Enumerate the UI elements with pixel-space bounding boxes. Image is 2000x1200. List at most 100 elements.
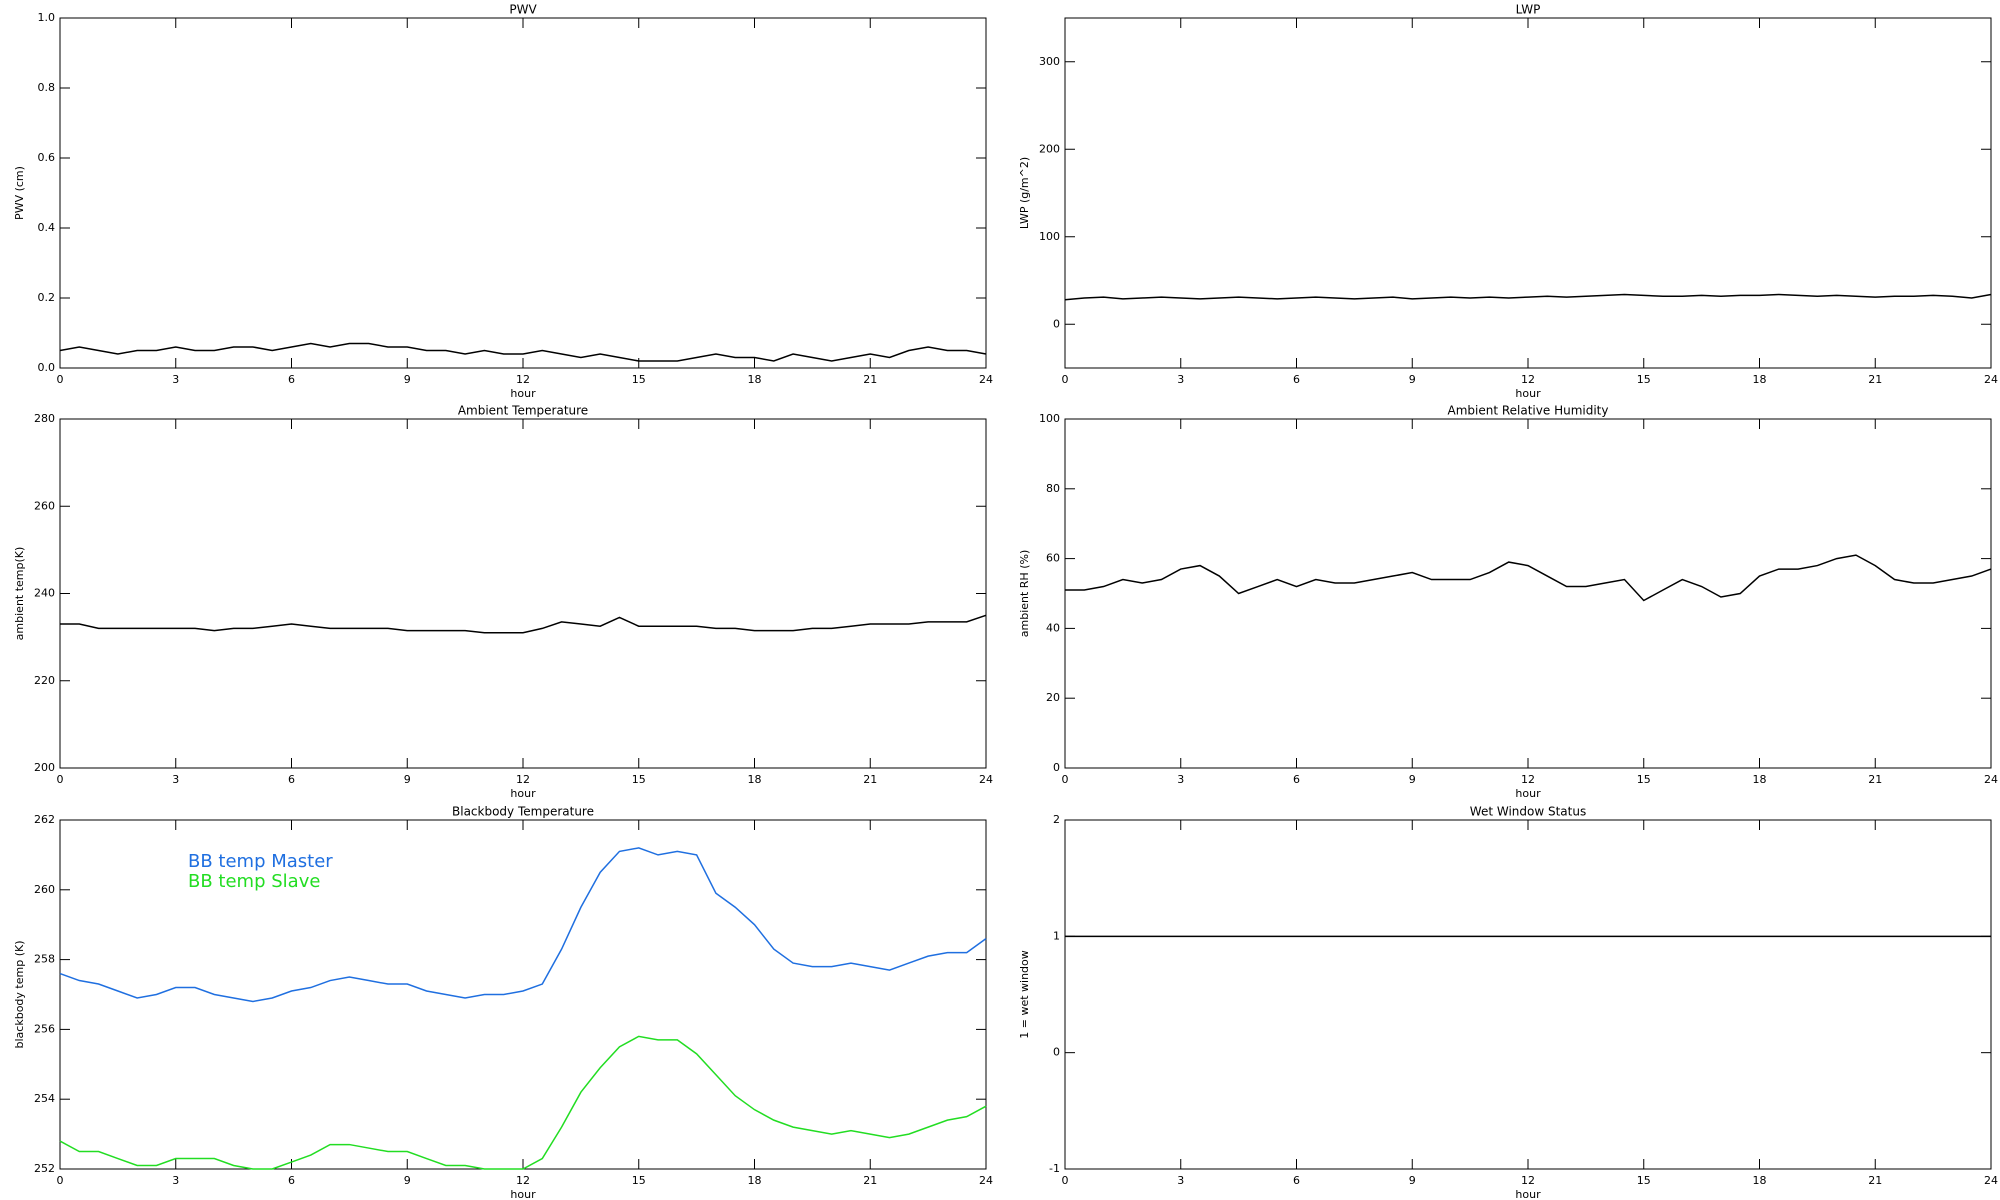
y-tick-label: 60 [1046, 552, 1060, 565]
y-tick-label: 0 [1053, 1046, 1060, 1059]
x-tick-label: 12 [516, 773, 530, 786]
x-tick-label: 6 [288, 1174, 295, 1187]
chart-title: Blackbody Temperature [452, 805, 594, 819]
y-tick-label: 2 [1053, 813, 1060, 826]
y-tick-label: 0.8 [38, 81, 56, 94]
y-tick-label: 0 [1053, 317, 1060, 330]
chart-title: LWP [1516, 3, 1541, 17]
x-tick-label: 6 [1293, 373, 1300, 386]
x-tick-label: 9 [404, 773, 411, 786]
y-tick-label: 200 [34, 761, 55, 774]
y-tick-label: 260 [34, 883, 55, 896]
x-tick-label: 24 [979, 1174, 993, 1187]
x-tick-label: 3 [1177, 1174, 1184, 1187]
x-tick-label: 6 [1293, 773, 1300, 786]
y-axis-label: ambient temp(K) [13, 547, 26, 641]
y-tick-label: 1 [1053, 929, 1060, 942]
x-tick-label: 24 [979, 773, 993, 786]
x-tick-label: 21 [863, 1174, 877, 1187]
x-tick-label: 9 [1409, 1174, 1416, 1187]
y-tick-label: 220 [34, 674, 55, 687]
y-tick-label: 1.0 [38, 11, 56, 24]
y-tick-label: -1 [1049, 1162, 1060, 1175]
x-tick-label: 18 [1753, 373, 1767, 386]
y-tick-label: 100 [1039, 230, 1060, 243]
y-axis-label: 1 = wet window [1018, 950, 1031, 1039]
x-tick-label: 18 [748, 1174, 762, 1187]
x-tick-label: 12 [1521, 1174, 1535, 1187]
x-tick-label: 3 [1177, 773, 1184, 786]
chart-title: Wet Window Status [1470, 805, 1586, 819]
x-axis-label: hour [510, 787, 536, 800]
x-tick-label: 12 [516, 1174, 530, 1187]
plot-frame [59, 17, 987, 369]
x-tick-label: 18 [1753, 773, 1767, 786]
x-tick-label: 24 [1984, 373, 1998, 386]
data-line [1064, 293, 1992, 301]
x-tick-label: 0 [1062, 1174, 1069, 1187]
x-tick-label: 9 [1409, 773, 1416, 786]
y-axis-label: ambient RH (%) [1018, 550, 1031, 638]
data-line [1065, 554, 1992, 602]
x-tick-label: 21 [863, 373, 877, 386]
chart-title: Ambient Relative Humidity [1448, 404, 1609, 418]
x-tick-label: 9 [1409, 373, 1416, 386]
plot-frame [1064, 819, 1992, 1170]
data-line [59, 342, 987, 362]
x-tick-label: 3 [172, 773, 179, 786]
y-tick-label: 0.4 [38, 221, 56, 234]
x-axis-label: hour [510, 387, 536, 400]
plot-frame [59, 418, 987, 769]
x-tick-label: 24 [979, 373, 993, 386]
y-tick-label: 254 [34, 1092, 55, 1105]
y-tick-label: 0.2 [38, 291, 56, 304]
data-line [59, 1035, 987, 1170]
x-tick-label: 18 [1753, 1174, 1767, 1187]
x-tick-label: 9 [404, 373, 411, 386]
y-tick-label: 256 [34, 1022, 55, 1035]
y-tick-label: 252 [34, 1162, 55, 1175]
x-tick-label: 18 [748, 373, 762, 386]
x-tick-label: 3 [1177, 373, 1184, 386]
x-tick-label: 15 [632, 373, 646, 386]
y-tick-label: 200 [1039, 142, 1060, 155]
x-tick-label: 6 [1293, 1174, 1300, 1187]
x-tick-label: 12 [516, 373, 530, 386]
y-tick-label: 0.0 [38, 361, 56, 374]
chart-title: PWV [509, 3, 537, 17]
x-tick-label: 6 [288, 773, 295, 786]
y-tick-label: 80 [1046, 482, 1060, 495]
y-axis-label: LWP (g/m^2) [1018, 157, 1031, 229]
x-tick-label: 12 [1521, 773, 1535, 786]
x-tick-label: 18 [748, 773, 762, 786]
y-tick-label: 280 [34, 412, 55, 425]
legend-entry: BB temp Master [188, 851, 333, 872]
x-tick-label: 21 [1868, 773, 1882, 786]
x-tick-label: 24 [1984, 773, 1998, 786]
x-tick-label: 0 [1062, 773, 1069, 786]
x-tick-label: 0 [57, 773, 64, 786]
y-tick-label: 100 [1039, 412, 1060, 425]
x-tick-label: 24 [1984, 1174, 1998, 1187]
x-axis-label: hour [1515, 787, 1541, 800]
y-tick-label: 0.6 [38, 151, 56, 164]
x-tick-label: 9 [404, 1174, 411, 1187]
x-tick-label: 15 [1637, 773, 1651, 786]
x-tick-label: 0 [57, 1174, 64, 1187]
chart-title: Ambient Temperature [458, 404, 588, 418]
data-line [59, 847, 987, 1003]
y-tick-label: 260 [34, 499, 55, 512]
y-tick-label: 0 [1053, 761, 1060, 774]
x-tick-label: 0 [1062, 373, 1069, 386]
x-tick-label: 12 [1521, 373, 1535, 386]
y-tick-label: 240 [34, 587, 55, 600]
x-tick-label: 21 [1868, 373, 1882, 386]
x-tick-label: 15 [1637, 1174, 1651, 1187]
x-tick-label: 6 [288, 373, 295, 386]
x-tick-label: 15 [1637, 373, 1651, 386]
x-tick-label: 3 [172, 1174, 179, 1187]
x-axis-label: hour [510, 1188, 536, 1200]
x-axis-label: hour [1515, 387, 1541, 400]
